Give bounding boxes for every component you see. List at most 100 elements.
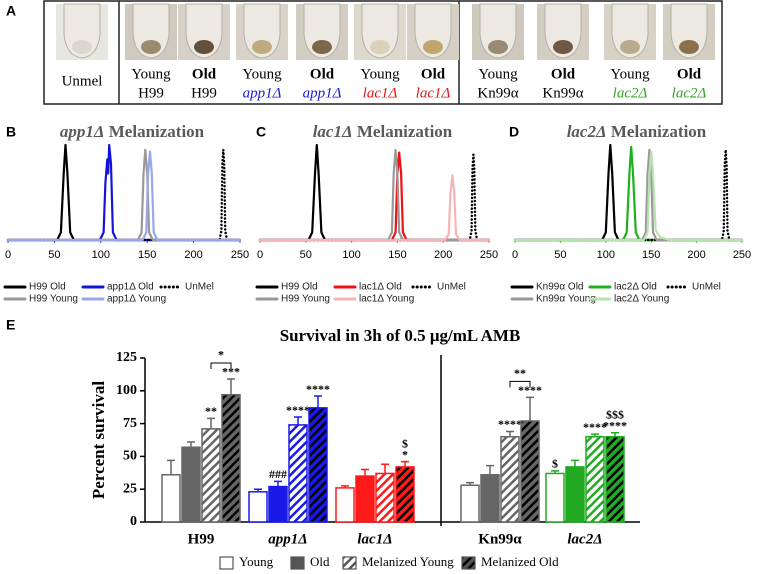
bar xyxy=(221,393,241,523)
panel-label: C xyxy=(256,124,266,140)
x-tick-label: 150 xyxy=(138,249,156,261)
error-bar xyxy=(551,470,559,474)
sample-label: Old xyxy=(551,66,576,82)
series-line xyxy=(258,174,491,242)
series-line xyxy=(6,148,242,242)
bar xyxy=(308,407,328,523)
error-bar xyxy=(611,432,619,437)
legend-swatch xyxy=(219,556,234,570)
x-tick-label: lac2Δ xyxy=(567,531,602,547)
y-tick-label: 25 xyxy=(123,481,137,496)
panel-label: B xyxy=(6,124,16,140)
x-tick-label: 0 xyxy=(512,249,518,261)
bar xyxy=(161,474,181,523)
legend-label: lac1Δ Old xyxy=(359,282,402,293)
pellet xyxy=(370,40,390,54)
x-tick-label: 50 xyxy=(300,249,312,261)
x-tick-label: 100 xyxy=(342,249,360,261)
error-bar xyxy=(591,433,599,437)
x-tick-label: lac1Δ xyxy=(357,531,392,547)
error-bar xyxy=(254,488,262,492)
bar xyxy=(605,435,625,523)
bar xyxy=(335,487,355,523)
bar xyxy=(268,485,288,523)
legend-label: UnMel xyxy=(692,282,721,293)
bracket-label: ** xyxy=(514,366,526,380)
chart-title: Survival in 3h of 0.5 μg/mL AMB xyxy=(280,326,521,345)
chart-title: lac1Δ Melanization xyxy=(313,122,453,141)
legend-label: Old xyxy=(310,554,330,569)
significance-label: **** xyxy=(286,403,310,417)
significance-bracket xyxy=(210,362,232,369)
legend-label: UnMel xyxy=(185,282,214,293)
x-tick-label: 150 xyxy=(642,249,660,261)
bar xyxy=(201,428,221,523)
sample-label: lac1Δ xyxy=(363,85,398,101)
sample-label: H99 xyxy=(191,85,217,101)
series-line xyxy=(513,145,744,242)
x-tick-label: 0 xyxy=(5,249,11,261)
legend-label: app1Δ Old xyxy=(107,282,154,293)
legend-label: lac2Δ Old xyxy=(614,282,657,293)
error-bar xyxy=(526,396,534,421)
significance-label: * xyxy=(402,447,408,461)
sample-label: Kn99α xyxy=(542,85,583,101)
y-tick-label: 125 xyxy=(116,350,137,365)
sample-label: lac1Δ xyxy=(416,85,451,101)
sample-label: Old xyxy=(677,66,702,82)
series-line xyxy=(258,153,491,242)
sample-label: Kn99α xyxy=(477,85,518,101)
pellet xyxy=(553,40,573,54)
error-bar xyxy=(227,378,235,395)
legend-label: Kn99α Old xyxy=(536,282,583,293)
error-bar xyxy=(187,441,195,448)
significance-label: *** xyxy=(222,365,240,379)
legend-label: UnMel xyxy=(437,282,466,293)
series-line xyxy=(513,150,744,242)
error-bar xyxy=(207,417,215,429)
y-tick-label: 50 xyxy=(123,449,137,464)
error-bar xyxy=(294,416,302,425)
x-tick-label: app1Δ xyxy=(268,531,307,547)
series-line xyxy=(6,150,242,242)
series-line xyxy=(513,143,744,242)
y-axis-label: Percent survival xyxy=(89,381,108,499)
series-line xyxy=(513,148,744,242)
series-line xyxy=(258,148,491,242)
error-bar xyxy=(466,481,474,486)
significance-label: **** xyxy=(306,382,330,396)
chart-title: app1Δ Melanization xyxy=(60,122,205,141)
series-line xyxy=(6,148,242,242)
sample-label: H99 xyxy=(138,85,164,101)
x-tick-label: Kn99α xyxy=(478,531,522,547)
legend-label: app1Δ Young xyxy=(107,294,166,305)
bar xyxy=(248,491,268,523)
series-line xyxy=(513,148,744,242)
sample-label: Unmel xyxy=(62,73,103,89)
significance-label: **** xyxy=(498,417,522,431)
significance-label: $$$ xyxy=(606,408,624,422)
bar xyxy=(565,466,585,523)
error-bar xyxy=(167,459,175,475)
sample-label: Old xyxy=(310,66,335,82)
x-tick-label: 150 xyxy=(388,249,406,261)
significance-label: **** xyxy=(583,420,607,434)
y-tick-label: 0 xyxy=(130,514,137,529)
series-line xyxy=(258,151,491,242)
legend-label: lac1Δ Young xyxy=(359,294,414,305)
series-line xyxy=(6,143,242,242)
bracket-label: * xyxy=(218,348,224,362)
significance-bracket xyxy=(509,380,531,388)
bar xyxy=(355,475,375,523)
series-line xyxy=(6,143,242,242)
error-bar xyxy=(571,459,579,467)
bar xyxy=(460,484,480,523)
sample-label: Old xyxy=(421,66,446,82)
error-bar xyxy=(486,464,494,475)
series-line xyxy=(258,143,491,242)
bar xyxy=(500,435,520,523)
sample-label: Young xyxy=(131,66,171,82)
panel-label: A xyxy=(6,3,16,19)
bar xyxy=(520,420,540,523)
